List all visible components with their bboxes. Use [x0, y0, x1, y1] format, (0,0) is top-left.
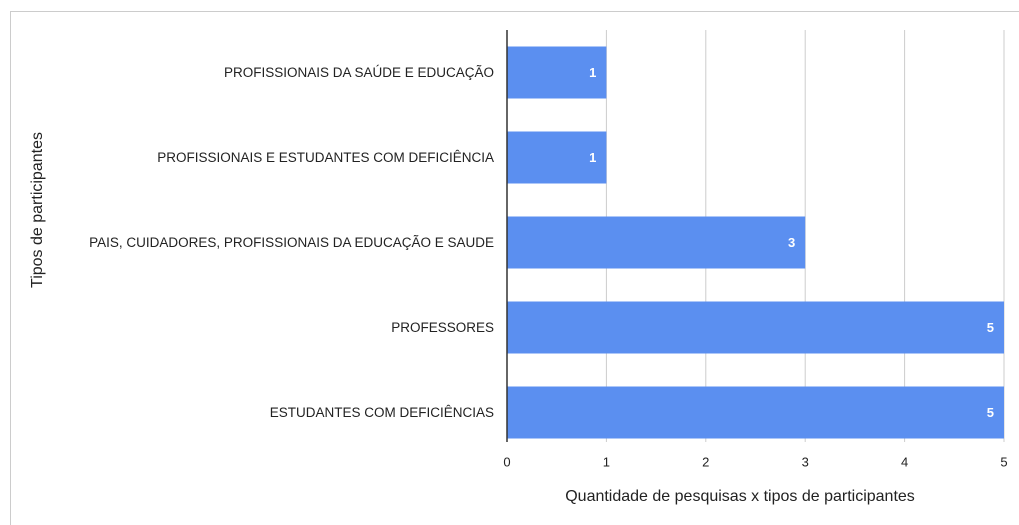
x-tick-label: 4: [901, 454, 908, 469]
x-tick-label: 2: [702, 454, 709, 469]
value-label: 5: [987, 320, 994, 335]
y-tick-label: PROFISSIONAIS DA SAÚDE E EDUCAÇÃO: [223, 64, 494, 80]
x-tick-label: 1: [603, 454, 610, 469]
frame: [10, 11, 1019, 525]
bar: [507, 46, 607, 99]
value-label: 5: [987, 405, 994, 420]
y-tick-label: ESTUDANTES COM DEFICIÊNCIAS: [269, 404, 494, 420]
y-tick-label: PROFISSIONAIS E ESTUDANTES COM DEFICIÊNC…: [157, 149, 494, 165]
bar: [507, 386, 1004, 439]
y-tick-label: PAIS, CUIDADORES, PROFISSIONAIS DA EDUCA…: [89, 234, 494, 250]
value-label: 1: [589, 65, 596, 80]
value-label: 1: [589, 150, 596, 165]
y-axis-title: Tipos de participantes: [29, 132, 46, 288]
value-label: 3: [788, 235, 795, 250]
x-tick-label: 3: [802, 454, 809, 469]
x-tick-label: 0: [503, 454, 510, 469]
x-axis-title: Quantidade de pesquisas x tipos de parti…: [565, 488, 915, 505]
x-tick-label: 5: [1000, 454, 1007, 469]
bar: [507, 301, 1004, 354]
bar: [507, 131, 607, 184]
bar: [507, 216, 806, 269]
y-tick-label: PROFESSORES: [391, 319, 494, 335]
